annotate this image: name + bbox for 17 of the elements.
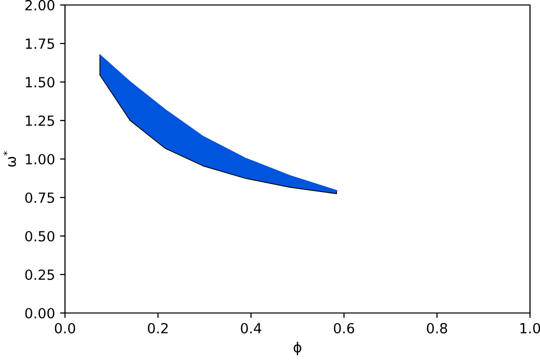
x-tick-label: 1.0 <box>520 322 540 334</box>
y-tick-label: 1.00 <box>26 154 54 164</box>
x-tick-label: 0.2 <box>148 322 168 334</box>
y-tick-label: 1.75 <box>26 38 54 49</box>
x-tick-label: 0.0 <box>54 322 76 334</box>
x-axis-title: ϕ <box>294 342 302 356</box>
y-tick-label: 0.00 <box>25 308 54 318</box>
y-tick-label: 1.50 <box>26 76 54 88</box>
y-tick-label: 0.75 <box>25 192 54 203</box>
y-tick-label: 0.50 <box>25 230 54 242</box>
x-tick-label: 0.6 <box>334 322 354 334</box>
y-axis-title: ω$^{*}$ <box>3 151 16 167</box>
x-tick-label: 0.8 <box>426 322 448 334</box>
y-tick-label: 0.25 <box>25 269 54 280</box>
y-tick-label: 2.00 <box>25 0 54 10</box>
y-tick-label: 1.25 <box>26 115 54 126</box>
x-tick-label: 0.4 <box>240 322 262 334</box>
